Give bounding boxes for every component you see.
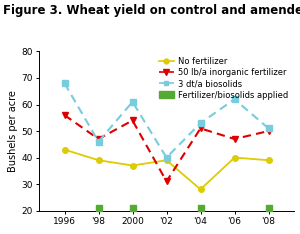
Text: Figure 3. Wheat yield on control and amended plots: Figure 3. Wheat yield on control and ame… — [3, 4, 300, 17]
Legend: No fertilizer, 50 lb/a inorganic fertilizer, 3 dt/a biosolids, Fertilizer/biosol: No fertilizer, 50 lb/a inorganic fertili… — [157, 56, 290, 101]
Y-axis label: Bushels per acre: Bushels per acre — [8, 90, 19, 172]
